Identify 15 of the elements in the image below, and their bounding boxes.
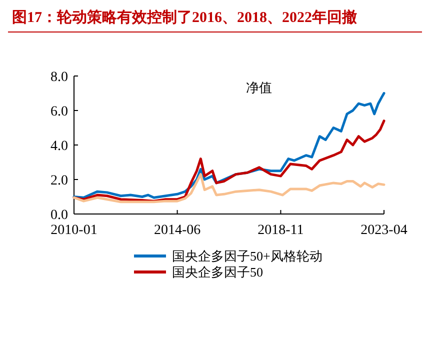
x-tick-label: 2018-11 <box>258 223 304 238</box>
annotation: 净值 <box>246 80 272 95</box>
line-series <box>72 120 386 202</box>
line-series <box>72 173 386 204</box>
x-tick-label: 2023-04 <box>360 223 408 238</box>
y-tick-label: 0.0 <box>50 208 68 223</box>
y-tick-label: 2.0 <box>50 173 68 188</box>
x-tick-label: 2014-06 <box>154 223 201 238</box>
legend-label: 国央企多因子50 <box>172 264 263 280</box>
x-tick-label: 2010-01 <box>50 223 98 238</box>
legend-label: 国央企多因子50+风格轮动 <box>172 248 322 264</box>
chart-title: 图17：轮动策略有效控制了2016、2018、2022年回撤 <box>12 9 357 26</box>
y-tick-label: 6.0 <box>50 104 68 120</box>
y-tick-label: 8.0 <box>50 70 68 85</box>
y-tick-label: 4.0 <box>50 138 68 154</box>
